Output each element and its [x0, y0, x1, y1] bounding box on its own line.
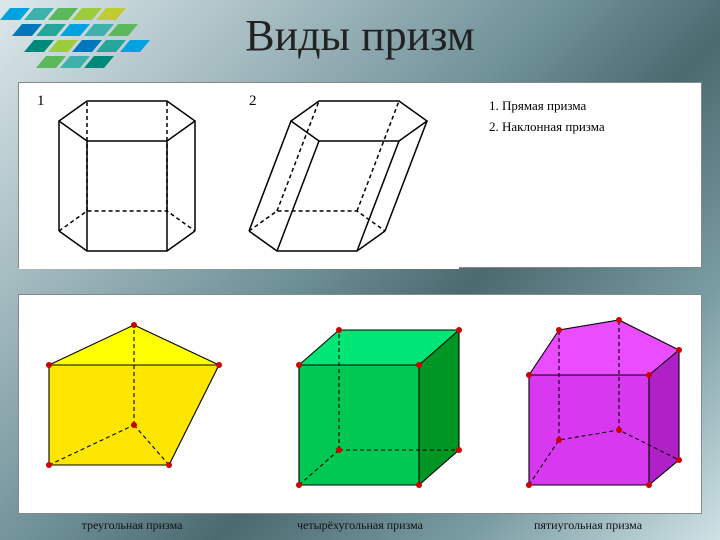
panel-colored-prisms	[18, 294, 702, 514]
label-1: 1	[37, 93, 45, 109]
quadrangular-prism	[296, 327, 462, 488]
caption-triangle: треугольная призма	[18, 518, 246, 533]
pentagonal-prism	[526, 317, 682, 488]
triangular-prism	[46, 322, 222, 468]
legend-item-1: Прямая призма	[502, 96, 698, 117]
caption-pentagon: пятиугольная призма	[474, 518, 702, 533]
colored-prisms-svg	[19, 295, 703, 515]
slide: Виды призм 1 2	[0, 0, 720, 540]
legend-item-2: Наклонная призма	[502, 117, 698, 138]
legend: Прямая призма Наклонная призма	[478, 96, 698, 138]
caption-square: четырёхугольная призма	[246, 518, 474, 533]
label-2: 2	[249, 93, 257, 109]
captions: треугольная призма четырёхугольная призм…	[18, 518, 702, 533]
slide-title: Виды призм	[0, 10, 720, 61]
